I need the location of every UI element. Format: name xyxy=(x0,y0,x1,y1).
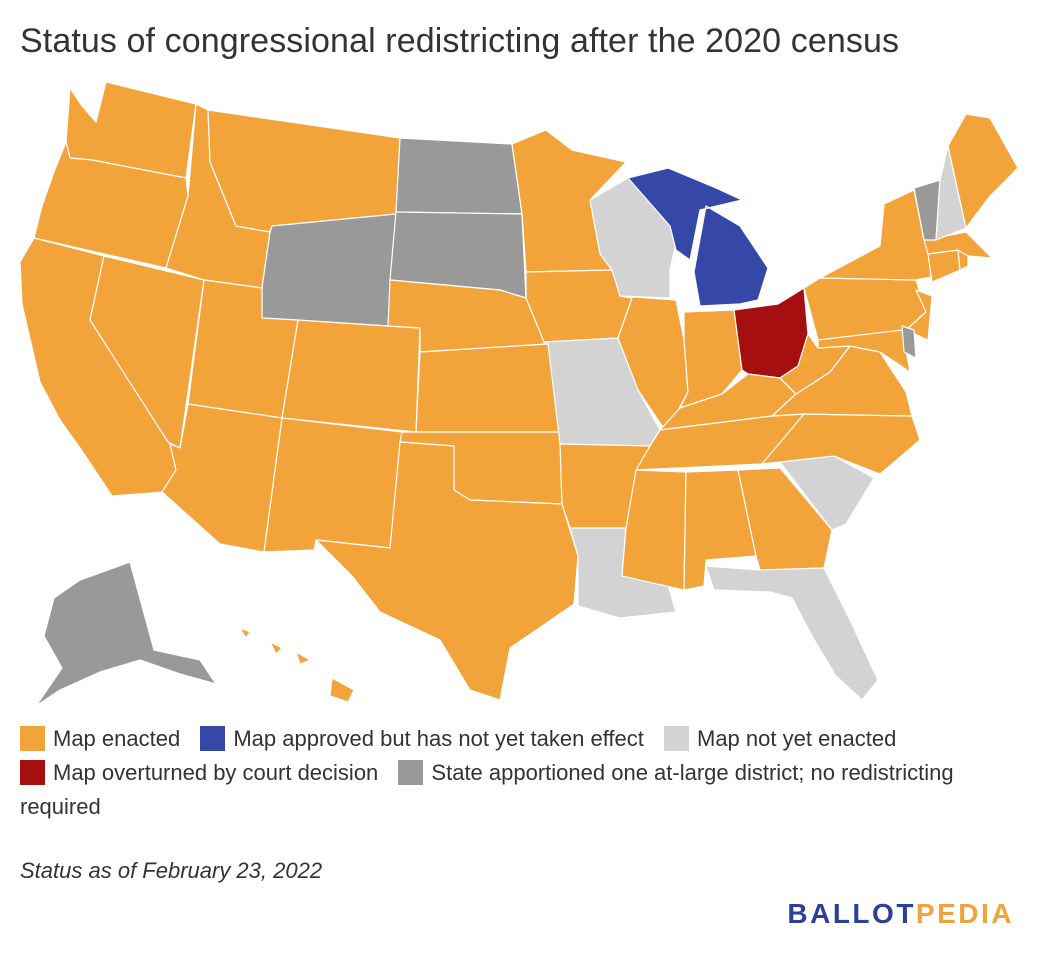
state-wyoming xyxy=(261,213,397,327)
legend-item-map-enacted: Map enacted xyxy=(20,726,180,751)
ballotpedia-logo: BALLOTPEDIA xyxy=(787,898,1014,929)
state-connecticut xyxy=(927,249,961,283)
legend-swatch-orange xyxy=(20,726,45,751)
legend-item-map-not-enacted: Map not yet enacted xyxy=(664,726,896,751)
state-hawaii xyxy=(239,627,355,703)
us-map xyxy=(19,81,1019,707)
legend: Map enacted Map approved but has not yet… xyxy=(20,722,1020,824)
state-texas xyxy=(315,441,579,701)
state-colorado xyxy=(281,319,421,433)
legend-swatch-blue xyxy=(200,726,226,751)
state-mississippi xyxy=(621,469,687,591)
state-new-jersey xyxy=(905,289,933,341)
legend-item-map-approved: Map approved but has not yet taken effec… xyxy=(200,726,644,751)
state-montana xyxy=(207,109,401,233)
page-title: Status of congressional redistricting af… xyxy=(20,22,900,60)
legend-swatch-light-gray xyxy=(664,726,689,751)
legend-swatch-dark-gray xyxy=(398,760,424,785)
state-maine xyxy=(947,113,1019,229)
legend-item-at-large: State apportioned one at-large district;… xyxy=(20,760,954,819)
legend-swatch-red xyxy=(20,760,45,785)
footnote: Status as of February 23, 2022 xyxy=(20,858,323,883)
state-florida xyxy=(705,565,879,701)
state-kansas xyxy=(415,343,561,433)
legend-item-map-overturned: Map overturned by court decision xyxy=(20,760,378,785)
state-new-mexico xyxy=(263,417,403,553)
state-north-dakota xyxy=(395,137,523,215)
state-delaware xyxy=(901,325,917,359)
state-michigan xyxy=(627,167,769,307)
state-alaska xyxy=(35,561,217,707)
